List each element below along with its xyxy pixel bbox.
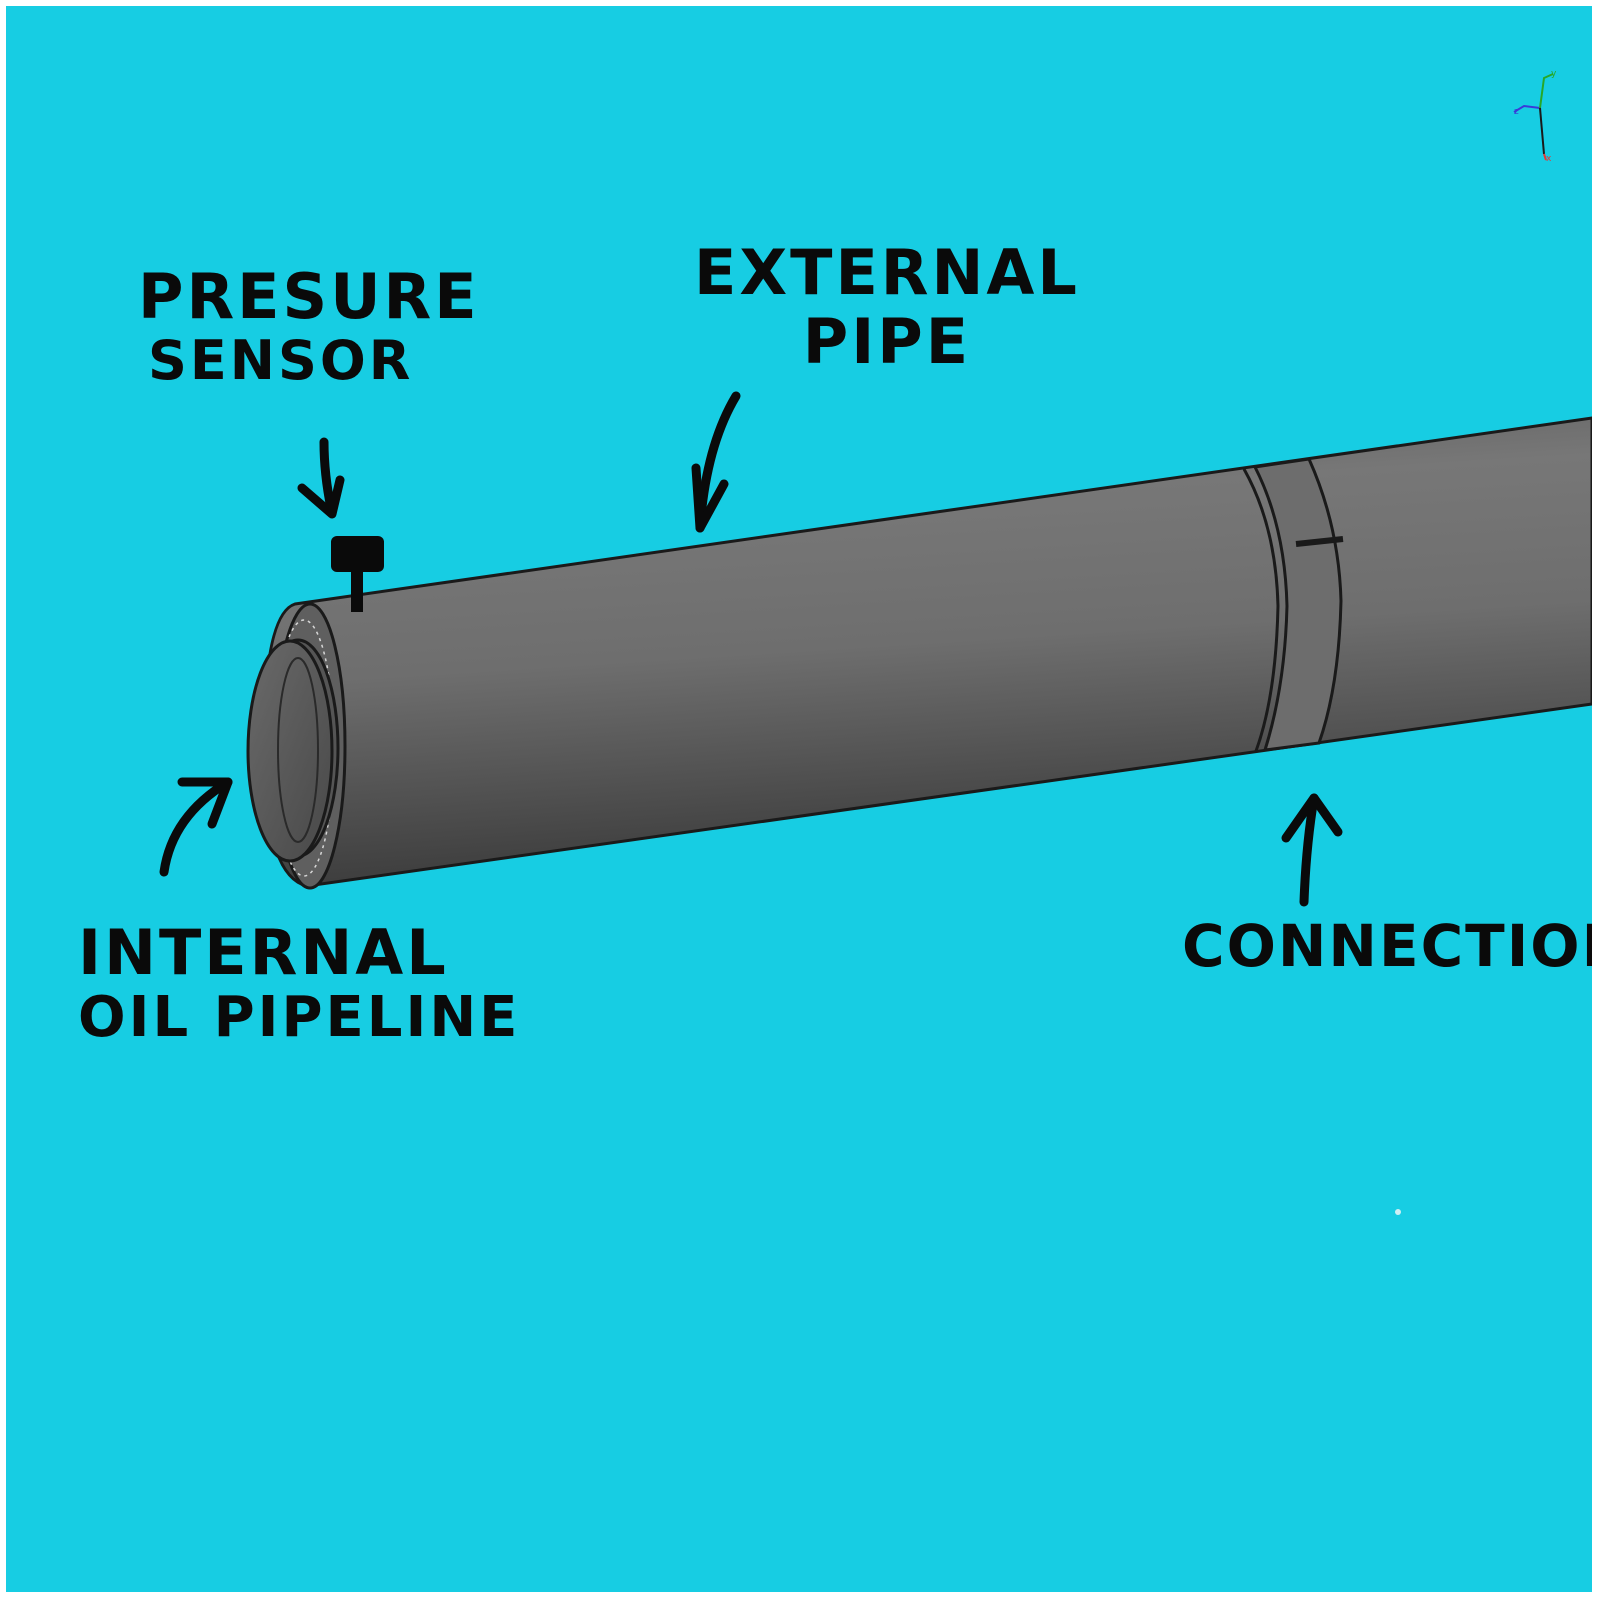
label-external-pipe: External Pipe (694, 238, 1080, 377)
connection-collar (1252, 457, 1343, 752)
label-line: External (694, 236, 1080, 309)
arrow-to-connection (1281, 793, 1343, 907)
label-line: Pipe (802, 305, 972, 379)
label-pressure-sensor: Presure sensor (138, 262, 480, 392)
svg-text:y: y (1551, 69, 1557, 79)
external-pipe-body (262, 416, 1592, 888)
svg-text:x: x (1546, 154, 1552, 164)
label-line: Internal (78, 916, 449, 989)
diagram-canvas: z y x Presure sensor External Pipe Inter… (6, 6, 1592, 1592)
label-line: Presure (138, 260, 480, 333)
pressure-sensor (331, 536, 384, 612)
arrow-to-internal-pipeline (159, 777, 233, 877)
connection-slot (1295, 536, 1344, 547)
label-internal-oil-pipeline: Internal oil pipeline (78, 918, 520, 1050)
label-line: oil pipeline (78, 985, 521, 1051)
internal-oil-pipeline (246, 639, 334, 863)
label-connection: Connection (1182, 912, 1592, 980)
arrow-to-external-pipe (691, 391, 741, 533)
stray-dot (1395, 1209, 1401, 1215)
xyz-axis-triad-icon: z y x (1513, 69, 1557, 164)
pipe-illustration: z y x (159, 69, 1592, 1215)
arrow-to-pressure-sensor (297, 437, 345, 519)
svg-text:z: z (1514, 107, 1519, 117)
label-line: sensor (148, 329, 414, 393)
